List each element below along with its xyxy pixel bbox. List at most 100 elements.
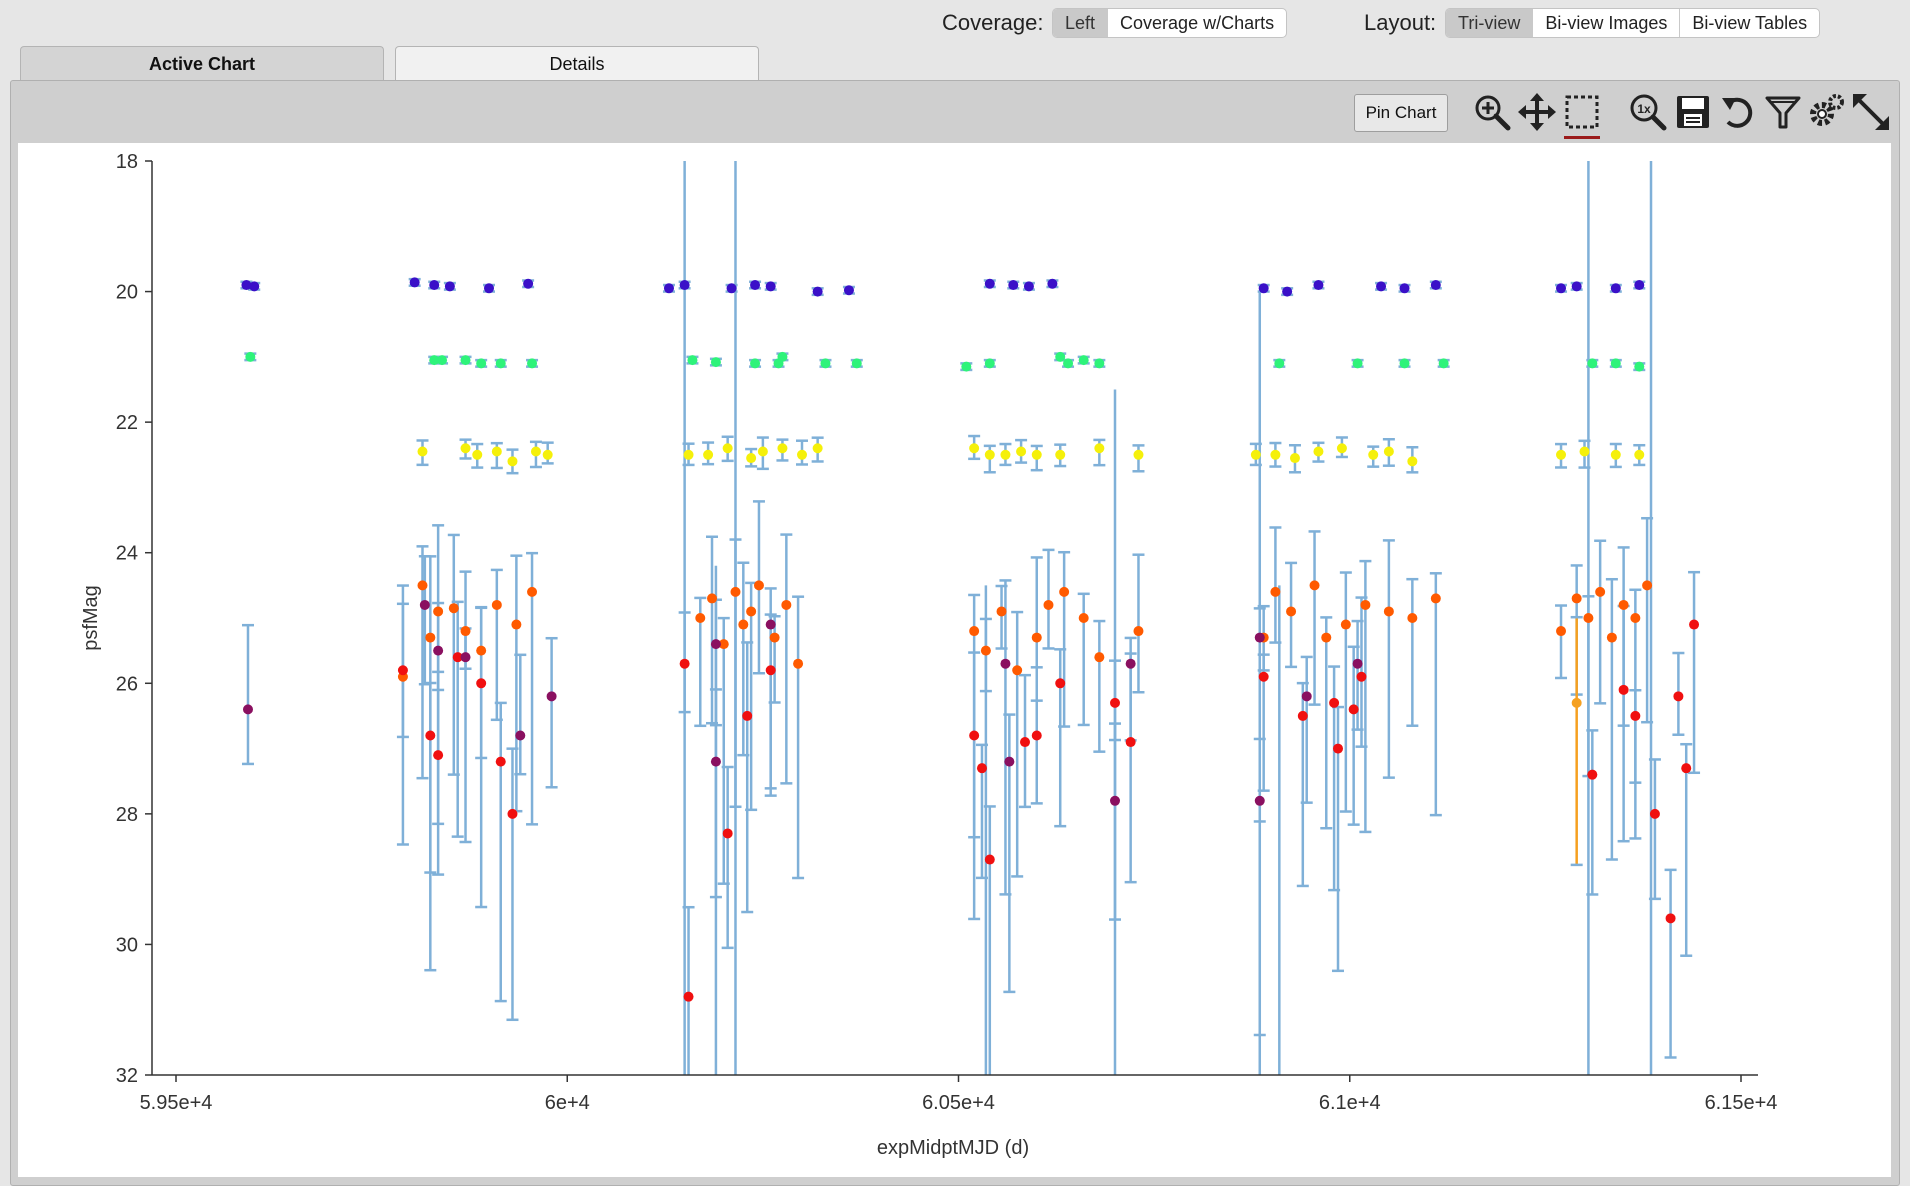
- data-point[interactable]: [726, 283, 737, 294]
- data-point[interactable]: [1634, 449, 1645, 460]
- data-point[interactable]: [1399, 283, 1410, 294]
- data-point[interactable]: [746, 606, 757, 617]
- data-point[interactable]: [663, 283, 674, 294]
- data-point[interactable]: [1254, 795, 1265, 806]
- data-point[interactable]: [757, 446, 768, 457]
- data-point[interactable]: [1665, 913, 1676, 924]
- data-point[interactable]: [980, 645, 991, 656]
- data-point[interactable]: [1270, 586, 1281, 597]
- data-point[interactable]: [1348, 704, 1359, 715]
- layout-option-tri-view[interactable]: Tri-view: [1446, 9, 1534, 37]
- data-point[interactable]: [1438, 358, 1449, 369]
- data-point[interactable]: [429, 280, 440, 291]
- data-point[interactable]: [695, 613, 706, 623]
- data-point[interactable]: [1571, 281, 1582, 292]
- data-point[interactable]: [984, 449, 995, 460]
- data-point[interactable]: [1094, 358, 1105, 369]
- data-point[interactable]: [1078, 355, 1089, 366]
- data-point[interactable]: [1606, 632, 1617, 643]
- data-point[interactable]: [425, 730, 436, 741]
- data-point[interactable]: [851, 358, 862, 369]
- data-point[interactable]: [409, 277, 420, 288]
- data-point[interactable]: [523, 278, 534, 289]
- data-point[interactable]: [1094, 443, 1105, 454]
- data-point[interactable]: [1110, 697, 1120, 708]
- data-point[interactable]: [718, 639, 729, 650]
- data-point[interactable]: [542, 449, 553, 460]
- scatter-chart[interactable]: 5.95e+4 6e+4 6.05e+4 6.1e+4 6.15e+4 18 20 22 24 2…: [18, 143, 1891, 1177]
- data-point[interactable]: [1689, 619, 1700, 630]
- data-point[interactable]: [812, 286, 823, 297]
- data-point[interactable]: [1309, 580, 1320, 591]
- data-point[interactable]: [1630, 613, 1641, 623]
- data-point[interactable]: [765, 665, 776, 676]
- data-point[interactable]: [976, 763, 987, 774]
- data-point[interactable]: [495, 358, 506, 369]
- data-point[interactable]: [527, 586, 538, 597]
- data-point[interactable]: [722, 443, 733, 454]
- data-point[interactable]: [437, 355, 448, 366]
- data-point[interactable]: [1383, 446, 1394, 457]
- data-point[interactable]: [750, 280, 761, 291]
- save-icon[interactable]: [1673, 92, 1713, 132]
- data-point[interactable]: [1610, 449, 1621, 460]
- data-point[interactable]: [1634, 361, 1645, 372]
- restore-icon[interactable]: [1718, 92, 1758, 132]
- data-point[interactable]: [1595, 586, 1606, 597]
- data-point[interactable]: [683, 449, 694, 460]
- data-point[interactable]: [1059, 586, 1070, 597]
- data-point[interactable]: [1055, 351, 1066, 362]
- data-point[interactable]: [1020, 737, 1031, 748]
- data-point[interactable]: [1556, 626, 1567, 637]
- data-point[interactable]: [241, 280, 252, 291]
- data-point[interactable]: [511, 619, 522, 630]
- data-point[interactable]: [683, 991, 694, 1002]
- data-point[interactable]: [460, 443, 471, 454]
- data-point[interactable]: [530, 446, 541, 457]
- data-point[interactable]: [1023, 281, 1034, 292]
- data-point[interactable]: [1125, 658, 1136, 669]
- tab-details[interactable]: Details: [395, 46, 759, 81]
- data-point[interactable]: [1078, 613, 1089, 623]
- chart-area[interactable]: 5.95e+4 6e+4 6.05e+4 6.1e+4 6.15e+4 18 20 22 24 2…: [18, 143, 1891, 1177]
- data-point[interactable]: [527, 358, 538, 369]
- data-point[interactable]: [1094, 652, 1105, 663]
- select-box-icon[interactable]: [1562, 92, 1602, 139]
- data-point[interactable]: [1031, 730, 1042, 741]
- data-point[interactable]: [1031, 632, 1042, 643]
- data-point[interactable]: [1047, 278, 1058, 289]
- data-point[interactable]: [1618, 599, 1629, 610]
- data-point[interactable]: [417, 580, 428, 591]
- data-point[interactable]: [1329, 697, 1340, 708]
- data-point[interactable]: [1352, 658, 1363, 669]
- data-point[interactable]: [1376, 281, 1387, 292]
- data-point[interactable]: [703, 449, 714, 460]
- layout-option-bi-view-images[interactable]: Bi-view Images: [1533, 9, 1681, 37]
- data-point[interactable]: [820, 358, 831, 369]
- data-point[interactable]: [797, 449, 807, 460]
- data-point[interactable]: [843, 285, 854, 296]
- data-point[interactable]: [750, 358, 761, 369]
- data-point[interactable]: [1368, 449, 1379, 460]
- data-point[interactable]: [419, 599, 430, 610]
- data-point[interactable]: [996, 606, 1007, 617]
- data-point[interactable]: [984, 278, 995, 289]
- data-point[interactable]: [1407, 613, 1418, 623]
- data-point[interactable]: [1618, 684, 1629, 695]
- data-point[interactable]: [753, 580, 764, 591]
- data-point[interactable]: [969, 626, 980, 637]
- data-point[interactable]: [1313, 280, 1324, 291]
- pan-icon[interactable]: [1517, 92, 1557, 132]
- data-point[interactable]: [707, 593, 718, 604]
- data-point[interactable]: [1571, 697, 1582, 708]
- data-point[interactable]: [476, 358, 487, 369]
- data-point[interactable]: [1642, 580, 1653, 591]
- data-point[interactable]: [1610, 283, 1621, 294]
- data-point[interactable]: [679, 658, 690, 669]
- data-point[interactable]: [765, 281, 776, 292]
- data-point[interactable]: [1321, 632, 1332, 643]
- coverage-option-with-charts[interactable]: Coverage w/Charts: [1120, 13, 1275, 33]
- data-point[interactable]: [1012, 665, 1023, 676]
- data-point[interactable]: [1333, 743, 1344, 754]
- data-point[interactable]: [444, 281, 455, 292]
